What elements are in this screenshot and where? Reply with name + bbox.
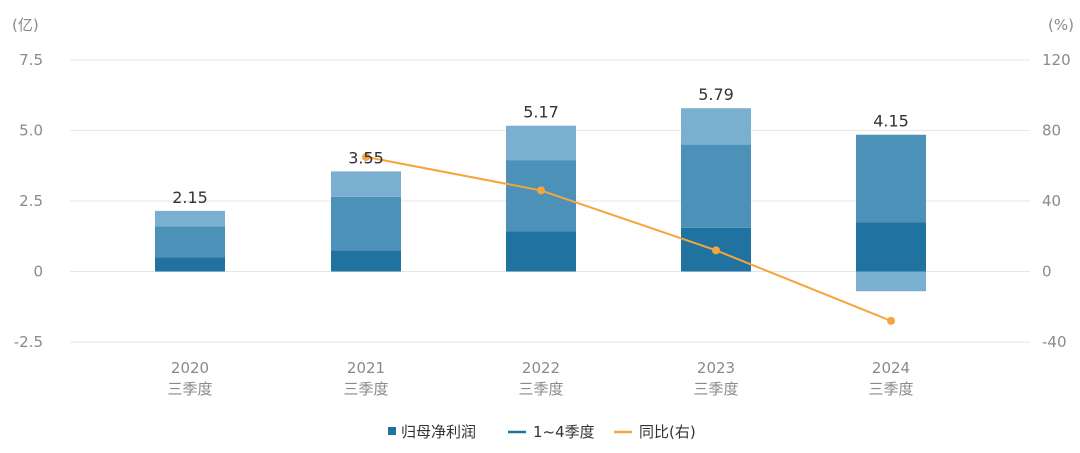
- right-axis-tick-label: 0: [1042, 263, 1052, 281]
- legend-square-marker: [388, 427, 396, 435]
- bar-segment: [506, 160, 576, 232]
- yoy-point: [537, 186, 545, 195]
- yoy-line: [365, 155, 892, 322]
- bar-segment: [856, 134, 926, 223]
- left-axis-tick-label: -2.5: [14, 333, 43, 351]
- bars: [155, 108, 926, 292]
- left-axis-tick-label: 7.5: [19, 51, 43, 69]
- legend: 归母净利润 1~4季度 同比(右): [388, 423, 696, 441]
- left-axis-tick-label: 2.5: [19, 192, 43, 210]
- bar-total-label: 5.17: [523, 103, 559, 122]
- category-label-year: 2024: [872, 359, 910, 377]
- legend-item: 1~4季度: [508, 423, 595, 441]
- right-axis-tick-label: 40: [1042, 192, 1061, 210]
- yoy-point: [712, 246, 720, 255]
- bar-segment: [331, 196, 401, 251]
- category-label-year: 2022: [522, 359, 560, 377]
- bar-segment: [856, 271, 926, 292]
- bar-segment: [506, 125, 576, 161]
- category-label-quarter: 三季度: [868, 380, 913, 398]
- yoy-point: [887, 316, 895, 325]
- yoy-line-series: [362, 152, 895, 325]
- right-axis-unit: (%): [1048, 16, 1074, 34]
- bar-segment: [331, 171, 401, 197]
- bar-total-label: 2.15: [172, 188, 208, 207]
- legend-item: 归母净利润: [388, 423, 476, 441]
- legend-item: 同比(右): [614, 423, 696, 441]
- category-label-quarter: 三季度: [693, 380, 738, 398]
- left-axis-tick-label: 5.0: [19, 122, 43, 140]
- category-label-quarter: 三季度: [343, 380, 388, 398]
- left-axis-unit: (亿): [12, 16, 39, 34]
- category-label-year: 2021: [347, 359, 385, 377]
- bar-segment: [681, 144, 751, 228]
- labels: 2.15 3.55 5.17 5.79 4.15: [172, 85, 909, 207]
- category-label-quarter: 三季度: [167, 380, 212, 398]
- right-axis: (%) 120 80 40 0 -40: [1042, 16, 1074, 351]
- legend-label: 归母净利润: [401, 423, 476, 441]
- category-label-year: 2020: [171, 359, 209, 377]
- bar-segment: [856, 222, 926, 272]
- yoy-point: [362, 152, 370, 161]
- bar-segment: [155, 210, 225, 227]
- bar-total-label: 3.55: [348, 148, 384, 167]
- bar-total-label: 4.15: [873, 112, 909, 131]
- bar-segment: [155, 226, 225, 258]
- bar-segment: [506, 231, 576, 272]
- category-axis: 2020 三季度 2021 三季度 2022 三季度 2023 三季度 2024 三季度: [167, 359, 913, 398]
- category-label-quarter: 三季度: [518, 380, 563, 398]
- right-axis-tick-label: 120: [1042, 51, 1071, 69]
- bar-total-label: 5.79: [698, 85, 734, 104]
- right-axis-tick-label: 80: [1042, 122, 1061, 140]
- bar-segment: [155, 257, 225, 272]
- category-label-year: 2023: [697, 359, 735, 377]
- bar-segment: [331, 250, 401, 272]
- left-axis-tick-label: 0: [33, 263, 43, 281]
- right-axis-tick-label: -40: [1042, 333, 1067, 351]
- left-axis: (亿) 7.5 5.0 2.5 0 -2.5: [12, 16, 43, 351]
- bar-segment: [681, 108, 751, 145]
- legend-label: 1~4季度: [533, 423, 595, 441]
- legend-label: 同比(右): [639, 423, 696, 441]
